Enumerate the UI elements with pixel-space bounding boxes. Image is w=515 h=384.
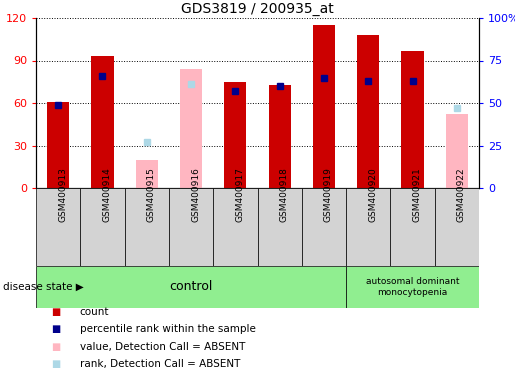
Bar: [169, 188, 213, 266]
Bar: [91, 56, 113, 188]
Bar: [125, 188, 169, 266]
Bar: [47, 102, 69, 188]
Text: GSM400922: GSM400922: [457, 167, 466, 222]
Bar: [224, 82, 246, 188]
Text: control: control: [169, 280, 213, 293]
Bar: [80, 188, 125, 266]
Title: GDS3819 / 200935_at: GDS3819 / 200935_at: [181, 2, 334, 16]
Bar: [269, 84, 291, 188]
Text: ■: ■: [52, 324, 61, 334]
Text: GSM400920: GSM400920: [368, 167, 377, 222]
Text: GSM400916: GSM400916: [191, 167, 200, 222]
Bar: [357, 35, 380, 188]
Bar: [135, 160, 158, 188]
Bar: [36, 188, 80, 266]
Text: disease state ▶: disease state ▶: [3, 282, 83, 292]
Bar: [402, 51, 424, 188]
Text: autosomal dominant
monocytopenia: autosomal dominant monocytopenia: [366, 277, 459, 297]
Text: ■: ■: [52, 307, 61, 317]
Bar: [313, 25, 335, 188]
Bar: [435, 188, 479, 266]
Text: rank, Detection Call = ABSENT: rank, Detection Call = ABSENT: [80, 359, 240, 369]
Text: percentile rank within the sample: percentile rank within the sample: [80, 324, 256, 334]
Text: GSM400921: GSM400921: [413, 167, 422, 222]
Text: ■: ■: [52, 341, 61, 352]
Bar: [180, 69, 202, 188]
Bar: [302, 188, 346, 266]
Bar: [258, 188, 302, 266]
Bar: [390, 188, 435, 266]
Text: GSM400918: GSM400918: [280, 167, 288, 222]
Text: GSM400913: GSM400913: [58, 167, 67, 222]
Bar: [36, 266, 346, 308]
Text: GSM400915: GSM400915: [147, 167, 156, 222]
Text: GSM400917: GSM400917: [235, 167, 244, 222]
Text: count: count: [80, 307, 109, 317]
Bar: [346, 266, 479, 308]
Text: GSM400914: GSM400914: [102, 167, 111, 222]
Text: ■: ■: [52, 359, 61, 369]
Bar: [446, 114, 468, 188]
Bar: [213, 188, 258, 266]
Text: value, Detection Call = ABSENT: value, Detection Call = ABSENT: [80, 341, 245, 352]
Text: GSM400919: GSM400919: [324, 167, 333, 222]
Bar: [346, 188, 390, 266]
